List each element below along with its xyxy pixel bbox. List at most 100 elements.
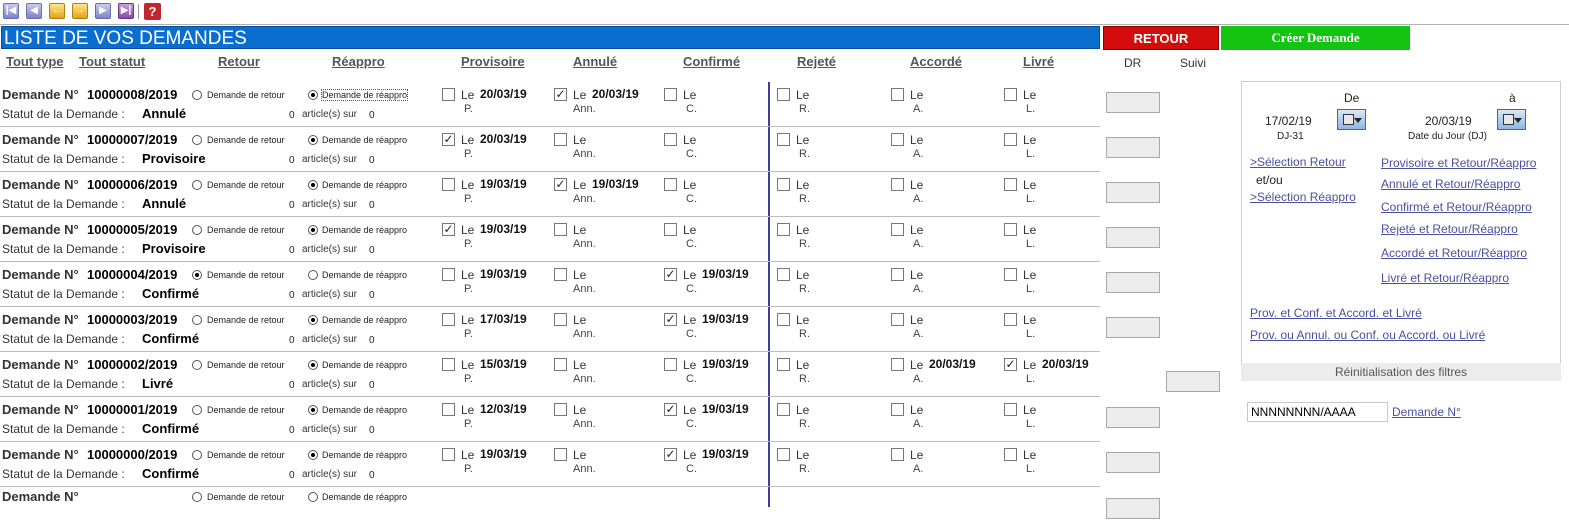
request-number-input[interactable]: [1247, 402, 1388, 422]
radio-reappro[interactable]: [308, 492, 318, 502]
checkbox-p[interactable]: ✓: [442, 222, 455, 236]
checkbox-ann[interactable]: [554, 313, 567, 326]
request-number[interactable]: 10000003/2019: [87, 312, 178, 327]
previous-page-icon[interactable]: ◀: [26, 3, 42, 19]
link-accorde[interactable]: Accordé et Retour/Réappro: [1381, 246, 1528, 260]
checkbox-r[interactable]: [777, 133, 790, 146]
checkbox-a[interactable]: [891, 358, 904, 371]
checkbox-a[interactable]: [891, 448, 904, 461]
link-livre[interactable]: Livré et Retour/Réappro: [1381, 271, 1510, 285]
link-rejete[interactable]: Rejeté et Retour/Réappro: [1381, 222, 1518, 236]
filter-all-statuses[interactable]: Tout statut: [79, 54, 146, 69]
search-request-link[interactable]: Demande N°: [1392, 405, 1461, 419]
filter-annule[interactable]: Annulé: [573, 54, 618, 69]
checkbox-l[interactable]: [1004, 88, 1017, 101]
checkbox-ann[interactable]: ✓: [554, 87, 567, 101]
radio-reappro[interactable]: [308, 225, 318, 235]
checkbox-l[interactable]: [1004, 268, 1017, 281]
next-record-icon[interactable]: →: [72, 3, 88, 19]
checkbox-ann[interactable]: [554, 268, 567, 281]
radio-reappro[interactable]: [308, 135, 318, 145]
filter-provisoire[interactable]: Provisoire: [461, 54, 525, 69]
radio-retour[interactable]: [192, 315, 202, 325]
link-confirme[interactable]: Confirmé et Retour/Réappro: [1381, 200, 1532, 214]
radio-reappro[interactable]: [308, 360, 318, 370]
retour-button[interactable]: RETOUR: [1103, 26, 1219, 50]
dr-button[interactable]: [1106, 92, 1160, 113]
request-number[interactable]: 10000006/2019: [87, 177, 178, 192]
radio-retour[interactable]: [192, 135, 202, 145]
checkbox-a[interactable]: [891, 88, 904, 101]
select-reappro-link[interactable]: >Sélection Réappro: [1250, 190, 1356, 204]
request-number[interactable]: 10000000/2019: [87, 447, 178, 462]
checkbox-l[interactable]: [1004, 313, 1017, 326]
radio-reappro[interactable]: [308, 450, 318, 460]
filter-rejete[interactable]: Rejeté: [797, 54, 837, 69]
checkbox-c[interactable]: [664, 178, 677, 191]
radio-retour[interactable]: [192, 492, 202, 502]
calendar-to-icon[interactable]: [1497, 109, 1526, 130]
dr-button[interactable]: [1106, 182, 1160, 203]
checkbox-r[interactable]: [777, 448, 790, 461]
checkbox-p[interactable]: [442, 268, 455, 281]
checkbox-p[interactable]: [442, 88, 455, 101]
checkbox-ann[interactable]: [554, 403, 567, 416]
dr-button[interactable]: [1106, 317, 1160, 338]
checkbox-p[interactable]: [442, 403, 455, 416]
checkbox-c[interactable]: ✓: [664, 447, 677, 461]
first-record-icon[interactable]: |◀: [3, 3, 19, 19]
checkbox-r[interactable]: [777, 358, 790, 371]
checkbox-r[interactable]: [777, 268, 790, 281]
dr-button[interactable]: [1106, 498, 1160, 519]
checkbox-p[interactable]: [442, 448, 455, 461]
checkbox-c[interactable]: [664, 358, 677, 371]
radio-retour[interactable]: [192, 405, 202, 415]
checkbox-a[interactable]: [891, 403, 904, 416]
checkbox-r[interactable]: [777, 178, 790, 191]
checkbox-l[interactable]: [1004, 133, 1017, 146]
radio-retour[interactable]: [192, 450, 202, 460]
checkbox-c[interactable]: ✓: [664, 312, 677, 326]
checkbox-p[interactable]: ✓: [442, 132, 455, 146]
radio-retour[interactable]: [192, 360, 202, 370]
reset-filters-button[interactable]: Réinitialisation des filtres: [1241, 363, 1561, 381]
radio-retour[interactable]: [192, 180, 202, 190]
checkbox-p[interactable]: [442, 358, 455, 371]
filter-retour[interactable]: Retour: [218, 54, 260, 69]
dr-button[interactable]: [1106, 272, 1160, 293]
link-annule[interactable]: Annulé et Retour/Réappro: [1381, 177, 1521, 191]
checkbox-c[interactable]: [664, 133, 677, 146]
checkbox-a[interactable]: [891, 268, 904, 281]
select-retour-link[interactable]: >Sélection Retour: [1250, 155, 1346, 169]
radio-retour[interactable]: [192, 225, 202, 235]
checkbox-a[interactable]: [891, 178, 904, 191]
dr-button[interactable]: [1106, 452, 1160, 473]
radio-reappro[interactable]: [308, 180, 318, 190]
create-request-button[interactable]: Créer Demande: [1221, 26, 1410, 50]
link-combo-and[interactable]: Prov. et Conf. et Accord. et Livré: [1250, 306, 1422, 320]
radio-reappro[interactable]: [308, 270, 318, 280]
link-combo-or[interactable]: Prov. ou Annul. ou Conf. ou Accord. ou L…: [1250, 328, 1486, 342]
previous-record-icon[interactable]: ←: [49, 3, 65, 19]
checkbox-r[interactable]: [777, 88, 790, 101]
request-number[interactable]: 10000004/2019: [87, 267, 178, 282]
request-number[interactable]: 10000002/2019: [87, 357, 178, 372]
checkbox-l[interactable]: [1004, 448, 1017, 461]
checkbox-c[interactable]: ✓: [664, 402, 677, 416]
checkbox-a[interactable]: [891, 223, 904, 236]
filter-confirme[interactable]: Confirmé: [683, 54, 741, 69]
filter-livre[interactable]: Livré: [1023, 54, 1055, 69]
request-number[interactable]: 10000005/2019: [87, 222, 178, 237]
checkbox-a[interactable]: [891, 133, 904, 146]
filter-all-types[interactable]: Tout type: [6, 54, 64, 69]
link-provisoire[interactable]: Provisoire et Retour/Réappro: [1381, 156, 1537, 170]
checkbox-r[interactable]: [777, 313, 790, 326]
checkbox-r[interactable]: [777, 403, 790, 416]
radio-retour[interactable]: [192, 270, 202, 280]
filter-accorde[interactable]: Accordé: [910, 54, 963, 69]
checkbox-p[interactable]: [442, 178, 455, 191]
checkbox-ann[interactable]: [554, 358, 567, 371]
checkbox-p[interactable]: [442, 313, 455, 326]
calendar-from-icon[interactable]: [1337, 109, 1366, 130]
checkbox-ann[interactable]: [554, 133, 567, 146]
